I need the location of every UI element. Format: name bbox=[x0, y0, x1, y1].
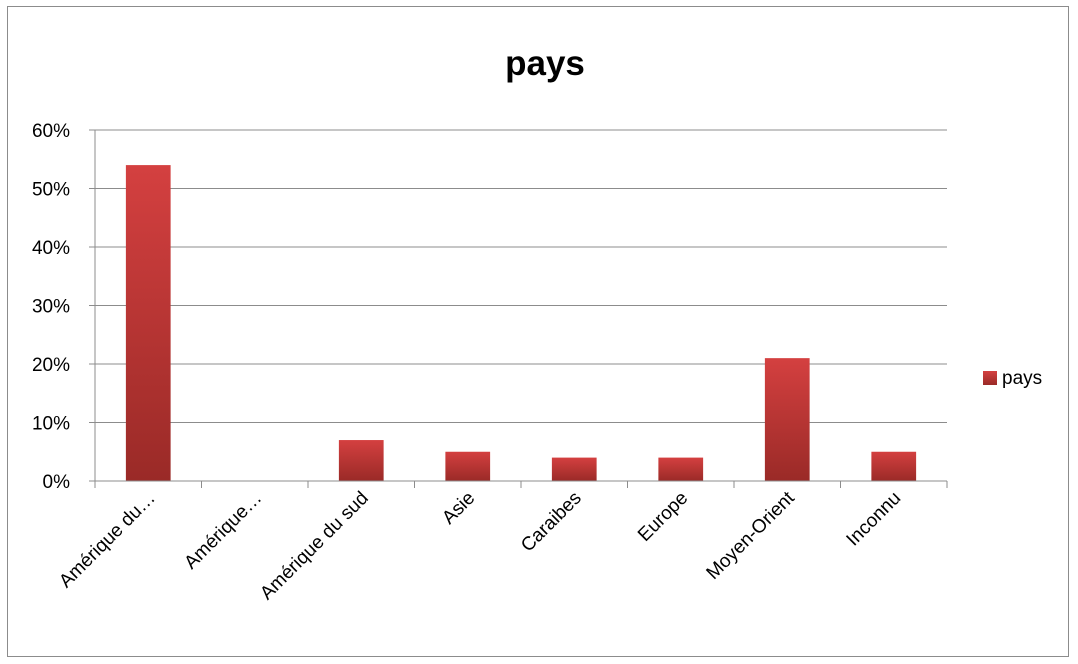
chart-title: pays bbox=[505, 44, 585, 83]
y-tick-label: 60% bbox=[32, 121, 70, 142]
y-tick-label: 30% bbox=[32, 297, 70, 318]
bars bbox=[125, 165, 917, 481]
y-tick-label: 0% bbox=[43, 472, 71, 493]
gridlines bbox=[89, 129, 947, 482]
x-category-label: Amérique du sud bbox=[256, 488, 372, 604]
x-category-label: Europe bbox=[634, 488, 692, 546]
x-category-label: Inconnu bbox=[843, 488, 906, 551]
bar bbox=[551, 457, 597, 481]
y-tick-label: 20% bbox=[32, 355, 70, 376]
x-category-label: Amérique… bbox=[180, 488, 266, 574]
y-tick-label: 50% bbox=[32, 180, 70, 201]
legend-swatch bbox=[983, 371, 997, 385]
y-tick-label: 10% bbox=[32, 414, 70, 435]
x-category-label: Amérique du… bbox=[55, 488, 159, 592]
x-axis-category-labels: Amérique du… Amérique…Amérique du sud Asie… bbox=[55, 487, 905, 604]
bar bbox=[764, 358, 810, 481]
bar bbox=[445, 451, 491, 481]
bar bbox=[871, 451, 917, 481]
x-axis bbox=[94, 130, 948, 488]
chart-area bbox=[7, 6, 1069, 657]
y-tick-label: 40% bbox=[32, 238, 70, 259]
bar bbox=[338, 440, 384, 481]
y-axis-tick-labels: 0% 10% 20% 30% 40% 50% 60% bbox=[32, 121, 70, 493]
bar bbox=[658, 457, 704, 481]
bar bbox=[125, 165, 171, 481]
x-category-label: Asie bbox=[438, 488, 479, 529]
x-category-label: Moyen-Orient bbox=[703, 487, 800, 584]
legend: pays bbox=[983, 368, 1042, 389]
x-category-label: Caraibes bbox=[517, 488, 586, 557]
legend-label: pays bbox=[1002, 368, 1042, 389]
